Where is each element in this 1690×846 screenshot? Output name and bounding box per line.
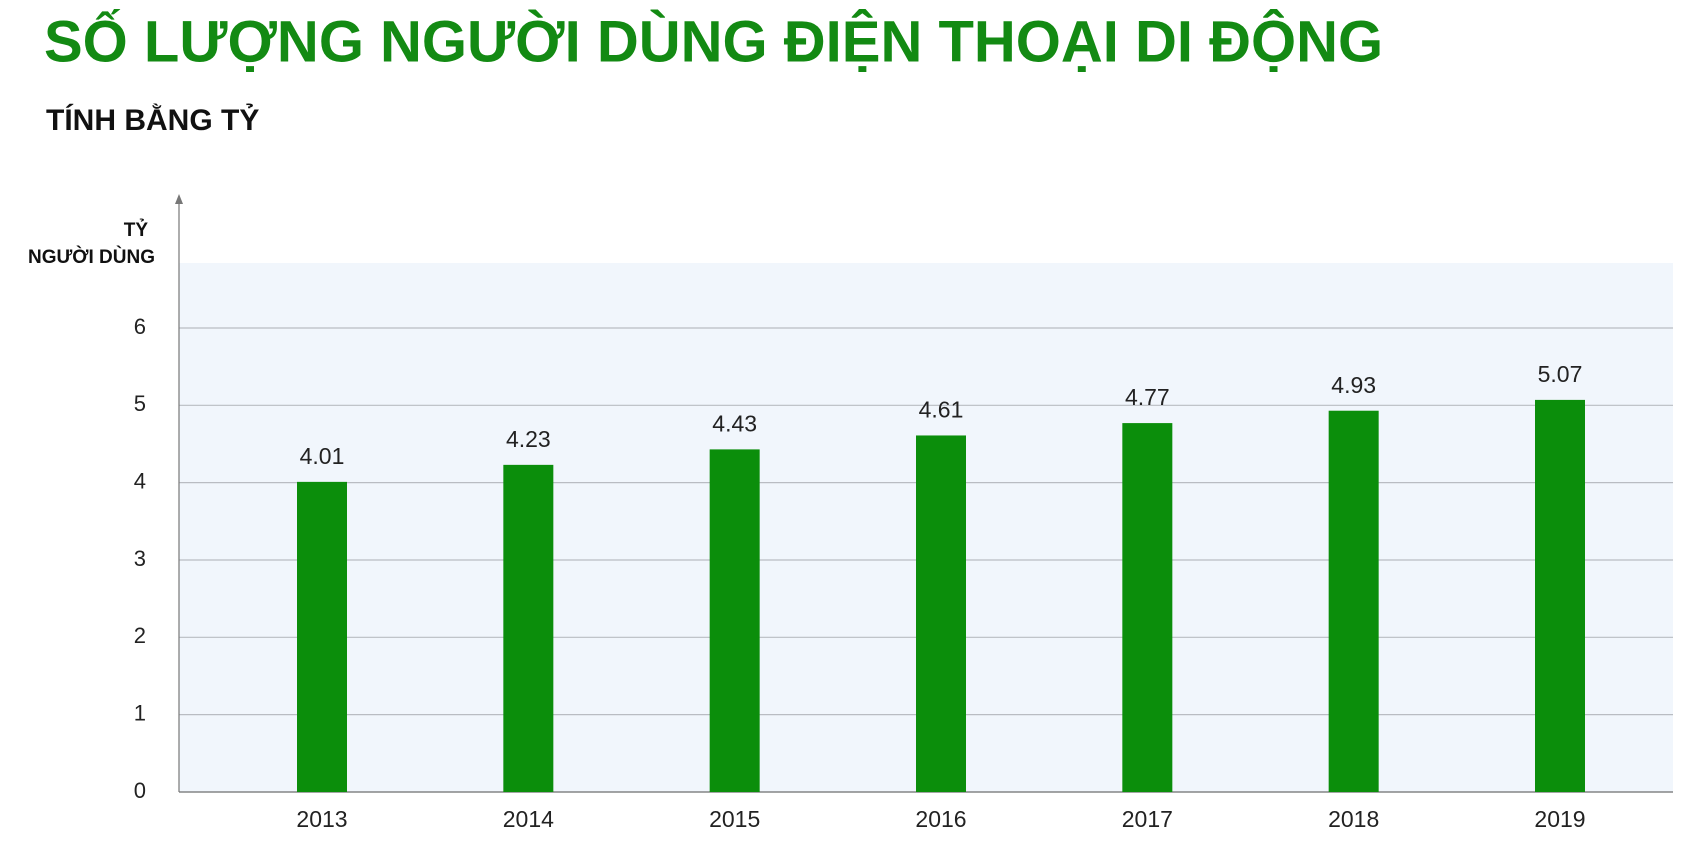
- bar: [1122, 423, 1173, 792]
- x-tick-label: 2014: [503, 806, 554, 832]
- y-tick-label: 0: [134, 778, 146, 803]
- x-tick-label: 2016: [915, 806, 966, 832]
- bar: [503, 464, 554, 792]
- y-tick-label: 5: [134, 391, 146, 416]
- bar: [1328, 410, 1379, 792]
- data-label: 4.93: [1331, 372, 1376, 398]
- bar: [916, 435, 966, 792]
- y-axis-label: NGƯỜI DÙNG: [28, 246, 155, 268]
- bar: [297, 481, 347, 792]
- y-tick-label: 6: [134, 314, 146, 339]
- data-label: 5.07: [1538, 361, 1583, 387]
- chart-subtitle: TÍNH BẰNG TỶ: [46, 103, 259, 137]
- y-tick-label: 4: [134, 468, 146, 493]
- x-tick-label: 2017: [1122, 806, 1173, 832]
- y-axis-arrow: [175, 194, 183, 204]
- bar: [709, 449, 760, 792]
- y-tick-label: 1: [134, 700, 146, 725]
- y-axis-label: TỶ: [124, 219, 149, 241]
- y-tick-label: 2: [134, 623, 146, 648]
- bar: [1535, 399, 1585, 792]
- x-tick-label: 2015: [709, 806, 760, 832]
- data-label: 4.01: [300, 443, 345, 469]
- data-label: 4.23: [506, 426, 551, 452]
- data-label: 4.43: [712, 410, 757, 436]
- x-tick-label: 2013: [296, 806, 347, 832]
- y-tick-label: 3: [134, 546, 146, 571]
- data-label: 4.61: [919, 397, 964, 423]
- x-tick-label: 2019: [1534, 806, 1585, 832]
- data-label: 4.77: [1125, 384, 1170, 410]
- chart-title: SỐ LƯỢNG NGƯỜI DÙNG ĐIỆN THOẠI DI ĐỘNG: [44, 9, 1383, 74]
- x-tick-label: 2018: [1328, 806, 1379, 832]
